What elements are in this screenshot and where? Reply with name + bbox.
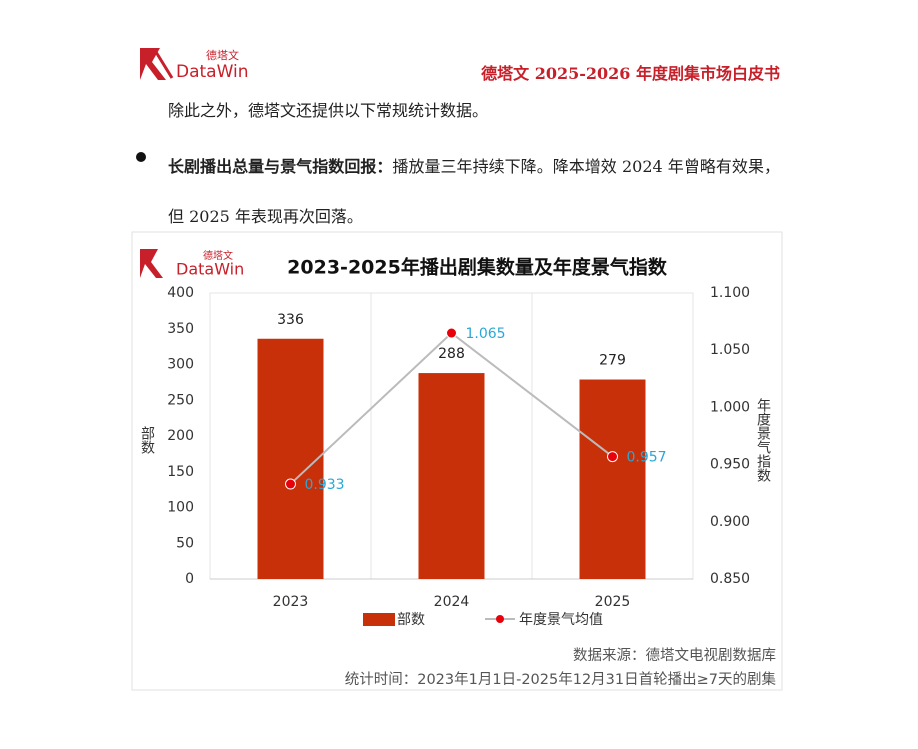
y-tick-label: 400 bbox=[167, 285, 194, 301]
y2-axis-title: 年度景气指数 bbox=[755, 398, 771, 482]
bar-label: 288 bbox=[438, 346, 465, 362]
x-tick-label: 2023 bbox=[273, 594, 309, 610]
y-tick-label: 250 bbox=[167, 392, 194, 408]
y2-tick-label: 1.100 bbox=[710, 285, 750, 301]
y-tick-label: 300 bbox=[167, 357, 194, 373]
chart: 2023-2025年播出剧集数量及年度景气指数 0 50 100 150 200 250 30… bbox=[139, 256, 776, 689]
source-note: 统计时间：2023年1月1日-2025年12月31日首轮播出≥7天的剧集 bbox=[345, 671, 777, 688]
bullet-body: 播放量三年持续下降。降本增效 2024 年曾略有效果，但 2025 年表现再次回… bbox=[168, 157, 780, 226]
legend-swatch bbox=[363, 613, 395, 626]
line-label: 0.933 bbox=[305, 477, 345, 493]
x-tick-label: 2024 bbox=[434, 594, 470, 610]
y-tick-label: 50 bbox=[176, 535, 194, 551]
logo-cn: 德塔文 bbox=[203, 249, 233, 262]
line-marker bbox=[285, 478, 296, 490]
header-title: 德塔文 2025-2026 年度剧集市场白皮书 bbox=[481, 64, 780, 83]
bullet-lead: 长剧播出总量与景气指数回报： bbox=[168, 157, 393, 176]
header-logo: 德塔文 DataWin bbox=[140, 48, 249, 82]
paragraph: 除此之外，德塔文还提供以下常规统计数据。 bbox=[168, 101, 489, 120]
y2-tick-label: 0.850 bbox=[710, 571, 750, 587]
line-label: 1.065 bbox=[466, 326, 506, 342]
y-tick-label: 0 bbox=[185, 571, 194, 587]
bar bbox=[418, 373, 485, 579]
legend-label: 年度景气均值 bbox=[519, 612, 603, 628]
line-label: 0.957 bbox=[627, 450, 667, 466]
y2-tick-label: 0.950 bbox=[710, 457, 750, 473]
bar bbox=[579, 379, 646, 579]
y2-tick-label: 1.000 bbox=[710, 399, 750, 415]
bar bbox=[257, 338, 324, 579]
logo-en: DataWin bbox=[176, 260, 244, 279]
source-note: 数据来源：德塔文电视剧数据库 bbox=[573, 647, 776, 664]
bullet-text: 长剧播出总量与景气指数回报：播放量三年持续下降。降本增效 2024 年曾略有效果… bbox=[168, 142, 780, 242]
y-tick-label: 150 bbox=[167, 464, 194, 480]
x-tick-label: 2025 bbox=[595, 594, 631, 610]
y-tick-label: 350 bbox=[167, 321, 194, 337]
logo-en: DataWin bbox=[176, 62, 249, 82]
legend-label: 部数 bbox=[397, 612, 425, 628]
y-tick-label: 100 bbox=[167, 500, 194, 516]
y2-tick-label: 0.900 bbox=[710, 514, 750, 530]
y-tick-label: 200 bbox=[167, 428, 194, 444]
chart-title: 2023-2025年播出剧集数量及年度景气指数 bbox=[287, 256, 668, 279]
legend-marker bbox=[496, 615, 504, 623]
y2-tick-label: 1.050 bbox=[710, 342, 750, 358]
bar-label: 336 bbox=[277, 312, 304, 328]
y-axis-title: 部数 bbox=[139, 426, 155, 454]
logo-cn: 德塔文 bbox=[206, 48, 239, 62]
line-marker bbox=[607, 451, 618, 463]
chart-logo: 德塔文 DataWin bbox=[140, 249, 244, 279]
bar-label: 279 bbox=[599, 353, 626, 369]
bullet-dot bbox=[136, 152, 146, 162]
line-marker bbox=[446, 327, 457, 339]
